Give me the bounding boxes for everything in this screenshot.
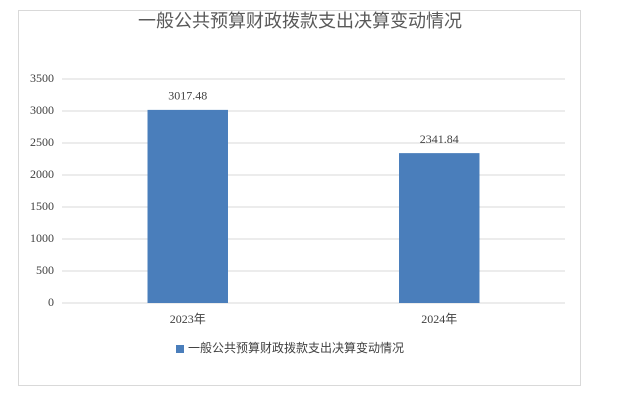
chart-title: 一般公共预算财政拨款支出决算变动情况 bbox=[138, 11, 462, 31]
legend-label: 一般公共预算财政拨款支出决算变动情况 bbox=[188, 340, 404, 355]
chart-frame bbox=[18, 10, 581, 386]
data-label: 3017.48 bbox=[168, 89, 207, 103]
y-tick-label: 2500 bbox=[30, 135, 54, 149]
y-tick-label: 500 bbox=[36, 263, 54, 277]
bar bbox=[399, 153, 480, 303]
legend-swatch bbox=[176, 345, 184, 353]
bar bbox=[147, 109, 228, 303]
y-tick-label: 3500 bbox=[30, 71, 54, 85]
y-tick-label: 1000 bbox=[30, 231, 54, 245]
x-tick-label: 2023年 bbox=[170, 312, 206, 326]
y-tick-label: 1500 bbox=[30, 199, 54, 213]
y-tick-label: 3000 bbox=[30, 103, 54, 117]
y-tick-label: 2000 bbox=[30, 167, 54, 181]
data-label: 2341.84 bbox=[420, 132, 459, 146]
y-tick-label: 0 bbox=[48, 295, 54, 309]
x-tick-label: 2024年 bbox=[421, 312, 457, 326]
